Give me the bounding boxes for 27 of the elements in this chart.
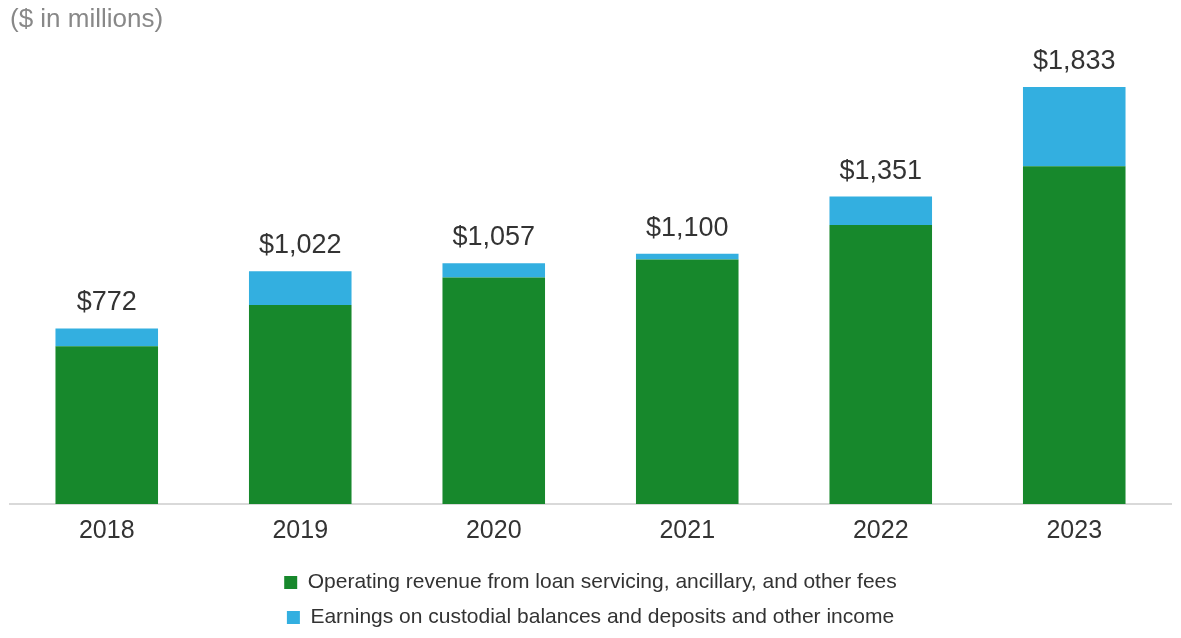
legend-label: Operating revenue from loan servicing, ancillary, and other fees bbox=[307, 569, 897, 593]
bar bbox=[442, 277, 546, 504]
annotation: $772 bbox=[76, 286, 137, 317]
x-tick-label: 2023 bbox=[1046, 514, 1103, 543]
bar bbox=[635, 253, 739, 260]
bar bbox=[635, 259, 739, 504]
x-tick-label: 2018 bbox=[78, 514, 135, 543]
x-tick-label: 2019 bbox=[272, 514, 329, 543]
annotation: $1,022 bbox=[258, 229, 342, 260]
chart-title: ($ in millions) bbox=[10, 2, 164, 33]
bar bbox=[55, 328, 159, 347]
bar bbox=[248, 305, 352, 504]
bar bbox=[442, 263, 546, 278]
legend-label: Earnings on custodial balances and deposits and other income bbox=[310, 604, 895, 628]
bar bbox=[829, 224, 933, 504]
x-tick-label: 2021 bbox=[659, 514, 716, 543]
bar bbox=[55, 346, 159, 504]
x-tick-label: 2022 bbox=[852, 514, 909, 543]
bar bbox=[248, 271, 352, 306]
annotation: $1,057 bbox=[452, 221, 536, 252]
annotation: $1,100 bbox=[645, 211, 729, 242]
annotation: $1,833 bbox=[1032, 44, 1116, 75]
x-tick-label: 2020 bbox=[465, 514, 522, 543]
bar bbox=[1022, 166, 1126, 504]
annotation: $1,351 bbox=[839, 154, 923, 185]
bar bbox=[1022, 86, 1126, 167]
bar bbox=[829, 196, 933, 225]
